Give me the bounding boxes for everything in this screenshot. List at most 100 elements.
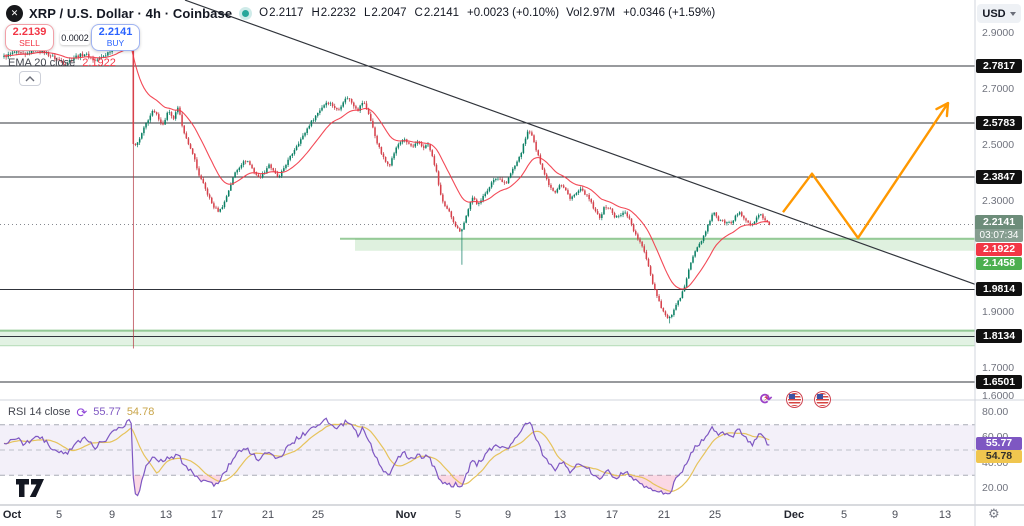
rsi-tick-80.00: 80.00 bbox=[982, 406, 1009, 418]
market-status-dot[interactable] bbox=[242, 9, 250, 17]
price-tick-1.7000: 1.7000 bbox=[982, 362, 1015, 374]
currency-label: USD bbox=[982, 7, 1006, 20]
buy-price: 2.2141 bbox=[98, 26, 133, 39]
bar-countdown: 03:07:34 bbox=[975, 229, 1023, 242]
open-value: 2.2117 bbox=[269, 7, 304, 19]
buy-label: BUY bbox=[106, 37, 125, 48]
rsi-ma-badge: 54.78 bbox=[976, 450, 1022, 463]
down-candles bbox=[5, 37, 771, 319]
tradingview-logo[interactable] bbox=[15, 478, 49, 503]
sell-price: 2.2139 bbox=[12, 26, 47, 39]
demand-zone bbox=[355, 238, 975, 251]
price-badge-2.7817: 2.7817 bbox=[976, 59, 1022, 73]
up-wicks bbox=[3, 35, 762, 324]
close-value: 2.2141 bbox=[423, 7, 460, 19]
time-label-5: 5 bbox=[840, 509, 848, 521]
rsi-indicator-legend[interactable]: RSI 14 close ⟳ 55.77 54.78 bbox=[8, 404, 155, 420]
rsi-tick-20.00: 20.00 bbox=[982, 482, 1009, 494]
time-label-9: 9 bbox=[108, 509, 116, 521]
ema-line[interactable] bbox=[3, 46, 770, 290]
sell-button[interactable]: 2.2139 SELL bbox=[5, 24, 54, 51]
support-zone bbox=[0, 330, 975, 346]
volume-value: 2.97M bbox=[583, 7, 616, 19]
time-label-5: 5 bbox=[454, 509, 462, 521]
circular-arrows-icon: ⟳ bbox=[759, 390, 773, 408]
rsi-oversold-fill bbox=[438, 475, 464, 487]
price-badge-1.8134: 1.8134 bbox=[976, 329, 1022, 343]
volume-label: Vol bbox=[566, 7, 583, 19]
descending-trendline[interactable] bbox=[184, 0, 976, 285]
us-economic-event-icon[interactable] bbox=[786, 391, 803, 408]
price-tick-1.9000: 1.9000 bbox=[982, 306, 1015, 318]
open-label: O bbox=[259, 7, 269, 19]
high-value: 2.2232 bbox=[320, 7, 356, 19]
currency-selector-button[interactable]: USD bbox=[977, 4, 1021, 23]
symbol-title[interactable]: XRP / U.S. Dollar · 4h · Coinbase bbox=[29, 5, 233, 21]
power-event-icon[interactable]: ⟳ ⚡ bbox=[757, 390, 775, 408]
time-label-Nov: Nov bbox=[395, 509, 417, 521]
price-badge-2.5783: 2.5783 bbox=[976, 116, 1022, 130]
rsi-line[interactable] bbox=[3, 417, 770, 497]
ohlc-values: O2.2117 H2.2232 L2.2047 C2.2141 +0.0023 … bbox=[259, 7, 715, 19]
time-label-17: 17 bbox=[605, 509, 619, 521]
price-tick-2.7000: 2.7000 bbox=[982, 83, 1015, 95]
time-label-5: 5 bbox=[55, 509, 63, 521]
axis-settings-gear-icon[interactable]: ⚙ bbox=[988, 507, 1000, 522]
time-label-9: 9 bbox=[504, 509, 512, 521]
chevron-down-icon bbox=[1009, 11, 1016, 16]
projection-arrowhead bbox=[935, 101, 950, 111]
ema-legend-title: EMA 20 close bbox=[8, 57, 76, 69]
flag-canton bbox=[817, 394, 823, 399]
ema-indicator-legend[interactable]: EMA 20 close 2.1922 bbox=[8, 57, 116, 69]
time-label-25: 25 bbox=[708, 509, 722, 521]
price-change: +0.0023 (+0.10%) bbox=[467, 7, 560, 19]
close-label: C bbox=[414, 7, 423, 19]
low-label: L bbox=[363, 7, 371, 19]
price-badge-2.3847: 2.3847 bbox=[976, 170, 1022, 184]
price-tick-1.6000: 1.6000 bbox=[982, 390, 1015, 402]
rsi-value-badge: 55.77 bbox=[976, 437, 1022, 450]
lightning-icon: ⚡ bbox=[763, 394, 770, 404]
time-label-9: 9 bbox=[891, 509, 899, 521]
price-badge-1.9814: 1.9814 bbox=[976, 282, 1022, 296]
rsi-legend-title: RSI 14 close bbox=[8, 406, 71, 418]
up-candles bbox=[3, 37, 762, 319]
time-label-17: 17 bbox=[210, 509, 224, 521]
time-label-13: 13 bbox=[553, 509, 567, 521]
xrp-logo-icon[interactable]: ✕ bbox=[6, 4, 23, 22]
us-economic-event-icon[interactable] bbox=[814, 391, 831, 408]
ema-legend-value: 2.1922 bbox=[82, 57, 116, 69]
symbol-info-bar: ✕ XRP / U.S. Dollar · 4h · Coinbase O2.2… bbox=[6, 3, 715, 23]
time-label-21: 21 bbox=[657, 509, 671, 521]
price-axis[interactable]: 2.9000 2.7000 2.5000 2.3000 1.9000 1.7000 1.60… bbox=[975, 0, 1024, 526]
sell-label: SELL bbox=[19, 37, 40, 48]
rsi-ma-value: 54.78 bbox=[126, 406, 155, 418]
projection-arrow[interactable] bbox=[782, 102, 949, 240]
price-tick-2.5000: 2.5000 bbox=[982, 139, 1015, 151]
projection-arrowhead bbox=[945, 101, 950, 118]
price-tick-2.9000: 2.9000 bbox=[982, 27, 1015, 39]
high-label: H bbox=[311, 7, 320, 19]
zone-price-badge: 2.1458 bbox=[976, 257, 1022, 270]
time-label-25: 25 bbox=[311, 509, 325, 521]
time-label-Oct: Oct bbox=[2, 509, 22, 521]
rsi-value: 55.77 bbox=[93, 406, 121, 418]
trade-widget: 2.2139 SELL 0.0002 2.2141 BUY bbox=[5, 24, 145, 52]
price-tick-2.3000: 2.3000 bbox=[982, 195, 1015, 207]
low-value: 2.2047 bbox=[371, 7, 407, 19]
current-price-badge: 2.2141 03:07:34 bbox=[975, 215, 1023, 242]
time-label-13: 13 bbox=[159, 509, 173, 521]
buy-button[interactable]: 2.2141 BUY bbox=[91, 24, 140, 51]
current-price-value: 2.2141 bbox=[975, 215, 1023, 229]
time-label-21: 21 bbox=[261, 509, 275, 521]
rsi-refresh-icon: ⟳ bbox=[76, 404, 88, 420]
price-badge-1.6501: 1.6501 bbox=[976, 375, 1022, 389]
time-label-Dec: Dec bbox=[783, 509, 805, 521]
down-wicks bbox=[5, 35, 770, 349]
ema-price-badge: 2.1922 bbox=[976, 243, 1022, 256]
chevron-up-icon bbox=[25, 75, 35, 81]
volume-change: +0.0346 (+1.59%) bbox=[623, 7, 716, 19]
legend-collapse-button[interactable] bbox=[19, 71, 41, 86]
